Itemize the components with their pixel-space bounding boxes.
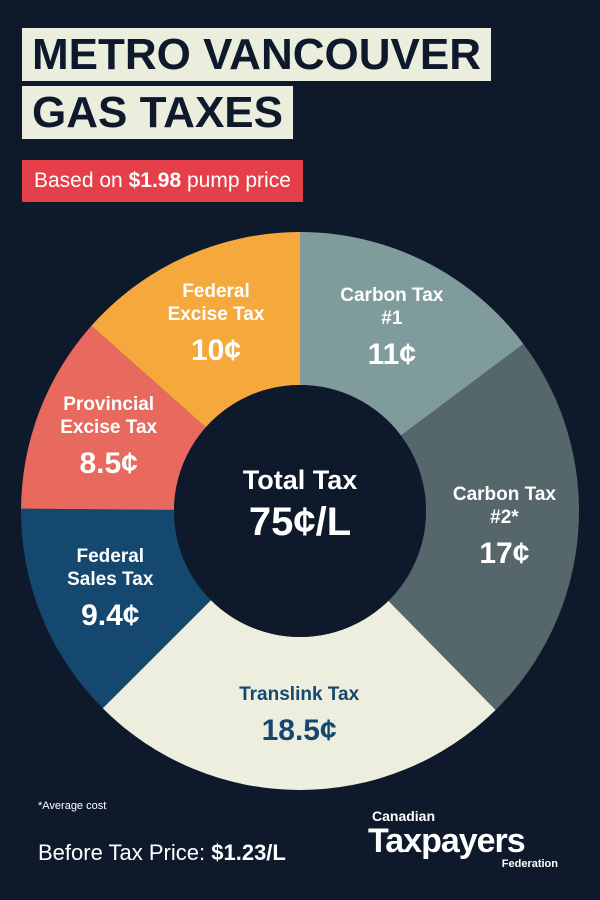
subtitle-suffix: pump price	[187, 169, 291, 192]
before-tax-label: Before Tax Price:	[38, 840, 206, 865]
logo-bottom: Federation	[501, 858, 558, 870]
logo-main: Taxpayers	[368, 822, 526, 860]
value-label: 11¢	[367, 337, 417, 371]
slice	[91, 232, 300, 428]
subtitle: Based on $1.98 pump price	[22, 160, 303, 202]
slice	[21, 325, 206, 510]
category-name: Provincial Excise Tax	[60, 394, 158, 439]
slice-label: Carbon Tax #1 11¢	[332, 284, 452, 372]
subtitle-prefix: Based on	[34, 169, 123, 192]
value-label: 10¢	[190, 334, 242, 367]
value-label: 17¢	[479, 536, 530, 570]
slice	[102, 600, 496, 791]
title: METRO VANCOUVER GAS TAXES	[22, 26, 512, 142]
slice	[300, 232, 524, 436]
slice-label: Carbon Tax #2* 17¢	[444, 483, 564, 571]
center-value: 75¢/L	[248, 500, 352, 544]
category-name: Translink Tax	[239, 684, 360, 706]
center-label: Total Tax 75¢/L	[190, 465, 410, 545]
category-name: Federal Excise Tax	[167, 281, 265, 325]
category-name: Carbon Tax #2*	[452, 483, 556, 528]
logo-top: Canadian	[372, 808, 436, 824]
footnote: *Average cost	[38, 800, 107, 812]
before-tax-value: $1.23/L	[211, 840, 286, 865]
slice-label: Translink Tax 18.5¢	[214, 683, 384, 748]
value-label: 8.5¢	[79, 447, 138, 481]
slice-label: Federal Sales Tax 9.4¢	[50, 545, 170, 633]
category-name: Federal Sales Tax	[67, 545, 154, 590]
donut-hole	[174, 385, 426, 637]
slice	[21, 508, 211, 709]
slice-label: Federal Excise Tax 10¢	[156, 280, 276, 368]
pump-price: $1.98	[128, 169, 182, 192]
value-label: 9.4¢	[81, 598, 140, 632]
before-tax: Before Tax Price: $1.23/L	[38, 840, 286, 866]
category-name: Carbon Tax #1	[340, 284, 444, 329]
center-title: Total Tax	[242, 465, 358, 495]
slice	[388, 343, 579, 710]
slice-label: Provincial Excise Tax 8.5¢	[49, 393, 169, 481]
logo: Canadian Taxpayers Federation	[368, 808, 558, 870]
value-label: 18.5¢	[261, 714, 337, 748]
title-text: METRO VANCOUVER GAS TAXES	[22, 28, 491, 139]
